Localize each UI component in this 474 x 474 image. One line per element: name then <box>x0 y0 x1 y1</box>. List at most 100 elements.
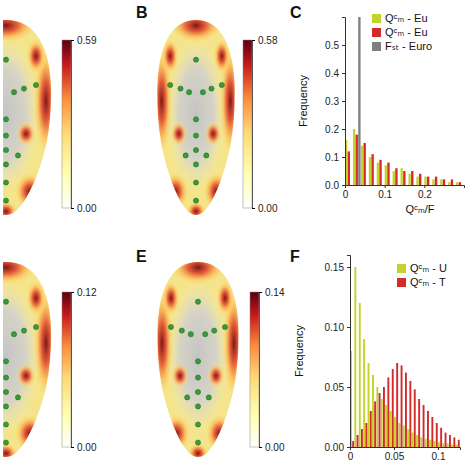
landmark <box>193 147 198 152</box>
heat-blob <box>162 414 191 454</box>
landmark <box>21 328 26 333</box>
bar <box>392 369 394 447</box>
bar <box>429 440 431 447</box>
landmark <box>195 375 200 380</box>
y-axis-tick-mark <box>342 101 345 102</box>
bar <box>361 146 363 185</box>
landmark <box>3 359 8 364</box>
landmark <box>3 147 8 152</box>
colorbar-axis: 0.000.14 <box>259 287 285 453</box>
landmark <box>193 133 198 138</box>
y-axis-tick-label: 0.10 <box>325 322 345 333</box>
y-axis-line <box>342 18 346 186</box>
y-axis-tick-label: 0.4 <box>325 68 339 79</box>
y-axis-tick-mark <box>347 327 350 328</box>
colorbar-tick-label: 0.58 <box>258 35 278 46</box>
bar <box>374 185 376 186</box>
y-axis-tick: 0.15 <box>325 262 350 273</box>
heat-blob <box>170 121 187 146</box>
x-axis-title: Qᶜₘ/F <box>405 203 434 215</box>
colorbar-axis: 0.00 0.58 <box>252 35 278 214</box>
bar <box>448 182 450 185</box>
bar <box>387 163 389 185</box>
landmark <box>195 404 200 409</box>
x-axis-tick-label: 0.1 <box>378 189 392 200</box>
landmark <box>185 395 190 400</box>
bar <box>414 389 416 447</box>
landmark <box>11 90 16 95</box>
bar <box>393 171 395 185</box>
landmark <box>3 180 8 185</box>
colorbar-tick-label: 0.00 <box>265 442 285 453</box>
colorbar-axis: 0.00 0.12 <box>71 287 97 453</box>
bar <box>377 163 379 185</box>
colorbar <box>62 40 71 208</box>
landmark <box>222 324 227 329</box>
landmark <box>195 359 200 364</box>
bar <box>422 185 424 186</box>
bar <box>416 435 418 447</box>
bar <box>453 185 455 186</box>
colorbar-tick-mark <box>71 208 74 209</box>
legend-swatch <box>397 264 406 273</box>
colorbar-axis: 0.00 0.59 <box>71 35 97 214</box>
face-panel: 0.000.14 <box>150 249 285 464</box>
colorbar-tick: 0.00 <box>259 442 285 453</box>
bar <box>398 423 400 447</box>
y-axis-tick: 0.00 <box>325 442 350 453</box>
legend-swatch <box>372 42 381 51</box>
bar <box>387 377 389 447</box>
colorbar-tick-label: 0.00 <box>77 203 97 214</box>
bar <box>423 405 425 447</box>
heat-blob <box>162 280 180 316</box>
legend-swatch <box>397 278 406 287</box>
colorbar-tick: 0.00 <box>71 442 97 453</box>
landmark <box>21 86 26 91</box>
landmark <box>3 198 8 203</box>
colorbar-tick: 0.59 <box>71 35 97 46</box>
bar <box>369 157 371 185</box>
colorbar-tick: 0.12 <box>71 287 97 298</box>
bar <box>425 439 427 447</box>
heat-blob <box>26 280 46 316</box>
landmark <box>11 332 16 337</box>
y-axis-tick-label: 0.5 <box>325 40 339 51</box>
colorbar-tick-mark <box>252 208 255 209</box>
y-axis-tick: 0.05 <box>325 382 350 393</box>
face-image <box>3 7 57 222</box>
bars <box>350 267 460 447</box>
landmark <box>204 153 209 158</box>
colorbar-tick: 0.00 <box>252 203 278 214</box>
landmark <box>203 332 208 337</box>
landmark <box>193 117 198 122</box>
x-axis-line <box>351 448 461 451</box>
legend: Qᶜₘ - EuQᶜₘ - EuFₛₜ - Euro <box>372 12 432 52</box>
bar <box>379 393 381 447</box>
bar <box>401 365 403 447</box>
legend-label: Qᶜₘ - U <box>410 262 447 274</box>
y-axis: 0.00.10.20.30.40.5 <box>325 18 345 191</box>
heat-blob <box>168 7 223 43</box>
heat-blob <box>205 121 222 146</box>
bar <box>395 168 397 185</box>
landmark <box>3 162 8 167</box>
y-axis-tick-mark <box>342 73 345 74</box>
y-axis-tick: 0.0 <box>325 180 345 191</box>
bar <box>442 443 444 447</box>
colorbar-tick-label: 0.12 <box>77 287 97 298</box>
colorbar-axis-line <box>72 293 75 448</box>
x-axis: 00.050.1 <box>348 447 461 462</box>
bar <box>406 185 408 186</box>
heat-blob <box>216 280 234 316</box>
heat-blob <box>203 172 231 212</box>
x-axis-tick: 0 <box>343 185 349 200</box>
bar <box>453 437 455 447</box>
landmark <box>3 299 8 304</box>
bar <box>461 185 463 186</box>
face-image <box>150 249 245 464</box>
bar <box>430 185 432 186</box>
bar <box>398 185 400 186</box>
x-axis-tick: 0.2 <box>418 185 432 200</box>
colorbar-axis-line <box>72 41 75 209</box>
y-axis-tick-mark <box>342 157 345 158</box>
